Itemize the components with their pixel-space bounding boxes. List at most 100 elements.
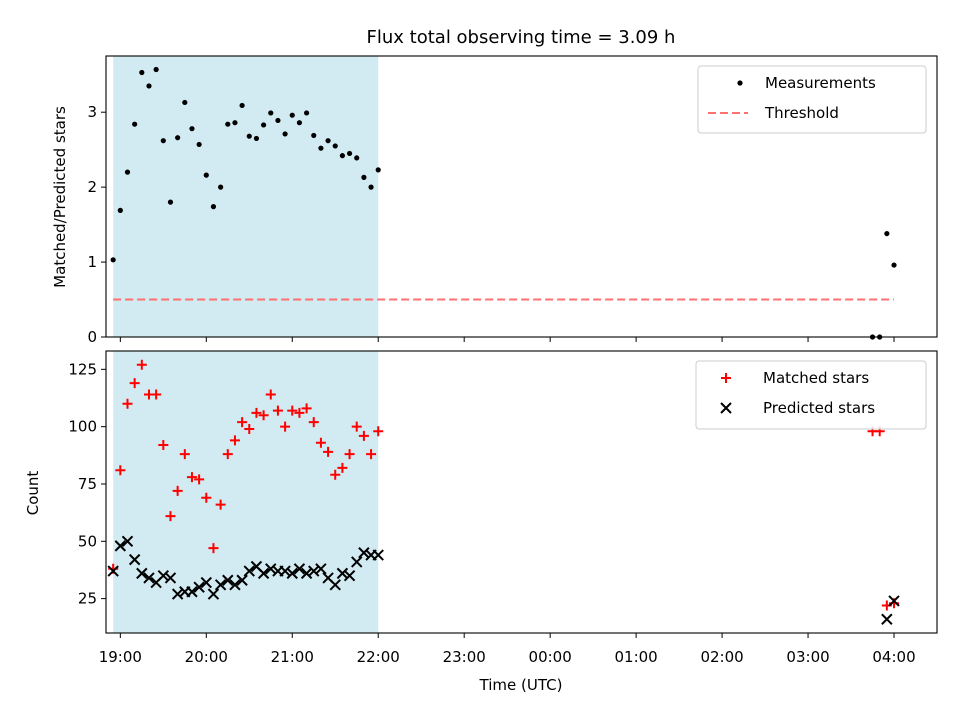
legend-box bbox=[695, 360, 927, 430]
data-point bbox=[308, 565, 320, 577]
data-point bbox=[129, 378, 140, 389]
x-tick-label: 02:00 bbox=[700, 648, 743, 666]
data-point bbox=[158, 440, 169, 450]
data-point bbox=[282, 131, 288, 137]
data-point bbox=[218, 184, 224, 190]
data-point bbox=[128, 553, 141, 566]
series-matched-stars bbox=[108, 359, 900, 611]
x-tick-label: 19:00 bbox=[99, 648, 142, 666]
data-point bbox=[286, 567, 298, 580]
data-point bbox=[165, 511, 176, 522]
x-tick-label: 22:00 bbox=[357, 648, 400, 666]
data-point bbox=[261, 122, 267, 128]
data-point bbox=[337, 462, 348, 473]
data-point bbox=[182, 99, 188, 106]
data-point bbox=[268, 110, 274, 116]
data-point bbox=[115, 465, 126, 476]
data-point bbox=[308, 417, 319, 428]
data-point bbox=[336, 567, 349, 580]
data-point bbox=[222, 449, 233, 460]
data-point bbox=[884, 230, 890, 237]
data-point bbox=[114, 540, 127, 552]
data-point bbox=[244, 423, 255, 434]
data-point bbox=[236, 574, 248, 586]
data-point bbox=[153, 66, 159, 73]
data-point bbox=[157, 569, 170, 582]
data-point bbox=[339, 153, 346, 159]
data-point bbox=[167, 199, 174, 205]
plot-frame bbox=[105, 350, 938, 634]
data-point bbox=[196, 141, 202, 148]
legend-swatch bbox=[720, 402, 732, 414]
data-point bbox=[194, 474, 205, 485]
data-point bbox=[200, 576, 213, 589]
data-point bbox=[107, 565, 119, 577]
x-tick-label: 20:00 bbox=[185, 648, 228, 666]
data-point bbox=[366, 449, 377, 460]
y-tick-label: 100 bbox=[68, 418, 97, 436]
data-point bbox=[330, 469, 341, 480]
y-tick-label: 50 bbox=[78, 532, 97, 550]
data-point bbox=[239, 102, 245, 109]
data-point bbox=[344, 449, 355, 460]
data-point bbox=[193, 581, 205, 593]
data-point bbox=[311, 132, 317, 139]
y-tick-label: 125 bbox=[68, 360, 97, 378]
observing-window-band bbox=[113, 56, 379, 337]
data-point bbox=[323, 446, 334, 457]
y-tick-label: 75 bbox=[78, 475, 97, 493]
data-point bbox=[293, 563, 306, 575]
data-point bbox=[229, 435, 240, 446]
data-point bbox=[179, 449, 190, 460]
x-tick-label: 21:00 bbox=[271, 648, 314, 666]
data-point bbox=[257, 567, 270, 580]
data-point bbox=[246, 133, 252, 139]
data-point bbox=[358, 430, 369, 441]
legend-box bbox=[697, 65, 927, 134]
data-point bbox=[164, 572, 177, 584]
data-point bbox=[203, 172, 209, 178]
data-point bbox=[289, 112, 295, 118]
x-tick-label: 04:00 bbox=[872, 648, 915, 666]
data-point bbox=[186, 472, 197, 483]
data-point bbox=[358, 547, 370, 559]
data-point bbox=[332, 143, 338, 149]
y-axis-label-count: Count bbox=[24, 471, 42, 516]
data-point bbox=[208, 543, 219, 554]
count-panel: Count Time (UTC) 25 50 75 100 125 19:00 20:00 2… bbox=[24, 350, 938, 694]
y-tick-label: 2 bbox=[87, 178, 97, 196]
data-point bbox=[210, 204, 217, 210]
data-point bbox=[207, 588, 220, 600]
data-point bbox=[294, 407, 305, 418]
x-tick-label: 01:00 bbox=[615, 648, 658, 666]
data-point bbox=[354, 155, 360, 161]
data-point bbox=[136, 359, 147, 370]
data-point bbox=[329, 579, 341, 591]
data-point bbox=[361, 174, 367, 180]
x-tick-label: 03:00 bbox=[786, 648, 829, 666]
observing-window-band bbox=[113, 351, 379, 633]
data-point bbox=[146, 83, 152, 89]
chart-title: Flux total observing time = 3.09 h bbox=[367, 27, 676, 48]
data-point bbox=[343, 569, 356, 582]
data-point bbox=[258, 410, 269, 421]
data-point bbox=[186, 586, 198, 598]
plot-frame bbox=[105, 55, 938, 338]
data-point bbox=[171, 588, 184, 600]
legend-label: Threshold bbox=[764, 104, 839, 122]
data-point bbox=[351, 556, 363, 568]
data-point bbox=[214, 579, 227, 591]
series-measurements bbox=[110, 66, 897, 340]
data-point bbox=[151, 389, 162, 400]
x-axis-label: Time (UTC) bbox=[479, 676, 563, 694]
legend: Measurements Threshold bbox=[697, 65, 927, 134]
data-point bbox=[175, 135, 181, 141]
x-tick-label: 00:00 bbox=[529, 648, 572, 666]
data-point bbox=[279, 565, 291, 577]
data-point bbox=[136, 567, 148, 580]
data-point bbox=[346, 150, 353, 157]
data-point bbox=[251, 407, 262, 418]
data-point bbox=[110, 257, 116, 263]
data-point bbox=[132, 121, 138, 127]
data-point bbox=[243, 565, 255, 577]
